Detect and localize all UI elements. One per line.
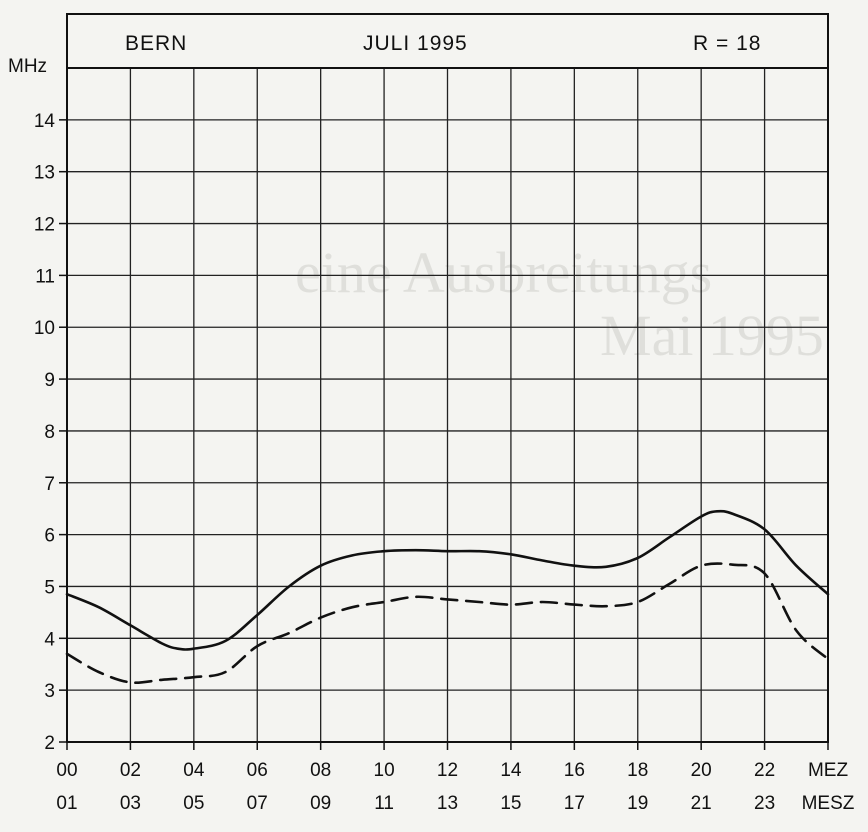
sunspot-number: R = 18 xyxy=(693,32,761,55)
x-tick-label-mez: 14 xyxy=(500,760,522,781)
header-box xyxy=(66,13,829,69)
y-tick-label: 7 xyxy=(44,474,55,495)
x-tick-label-mesz: 21 xyxy=(691,793,712,814)
x-tick-label-mez: 20 xyxy=(691,760,712,781)
x-tick-label-mez: 18 xyxy=(627,760,648,781)
x-tick-label-mez: 12 xyxy=(437,760,458,781)
x-tick-label-mesz: 01 xyxy=(56,793,77,814)
x-tick-label-mesz: 05 xyxy=(183,793,204,814)
y-tick-label: 11 xyxy=(35,266,55,287)
x-axis-ticks: 00 01 02 03 04 05 06 07 08 09 10 11 12 13 14 15 16 17 18 19… xyxy=(56,742,855,814)
y-tick-label: 9 xyxy=(44,370,55,391)
x-tick-label-mesz: 17 xyxy=(564,793,585,814)
x-tick-label-mez: 10 xyxy=(374,760,395,781)
x-tick-label-mez: MEZ xyxy=(808,760,849,781)
y-tick-label: 14 xyxy=(34,111,56,132)
series-line-dashed xyxy=(65,562,830,684)
x-tick-label-mez: 08 xyxy=(310,760,331,781)
svg-text:eine Ausbreitungs: eine Ausbreitungs xyxy=(295,240,712,305)
x-tick-label-mez: 00 xyxy=(56,760,77,781)
station-name: BERN xyxy=(125,32,187,55)
x-tick-label-mesz: 09 xyxy=(310,793,331,814)
y-axis-ticks: 2 3 4 5 6 7 8 9 10 11 12 13 14 xyxy=(34,111,67,754)
x-tick-label-mesz: 23 xyxy=(754,793,775,814)
x-tick-label-mez: 04 xyxy=(183,760,205,781)
grid xyxy=(67,68,828,742)
x-tick-label-mesz: MESZ xyxy=(802,793,855,814)
x-tick-label-mesz: 11 xyxy=(374,793,394,814)
y-tick-label: 3 xyxy=(44,681,55,702)
x-tick-label-mez: 16 xyxy=(564,760,585,781)
x-tick-label-mez: 06 xyxy=(247,760,268,781)
y-tick-label: 13 xyxy=(34,163,55,184)
x-tick-label-mesz: 15 xyxy=(500,793,521,814)
background-print: eine Ausbreitungs Mai 1995 xyxy=(295,240,824,368)
series-layer xyxy=(65,509,830,684)
plot-frame xyxy=(66,67,829,743)
x-tick-label-mesz: 19 xyxy=(627,793,648,814)
x-tick-label-mesz: 07 xyxy=(247,793,268,814)
x-tick-label-mesz: 03 xyxy=(120,793,141,814)
x-tick-label-mesz: 13 xyxy=(437,793,458,814)
y-tick-label: 5 xyxy=(44,577,55,598)
x-tick-label-mez: 02 xyxy=(120,760,141,781)
y-tick-label: 8 xyxy=(44,422,55,443)
y-axis-title: MHz xyxy=(8,56,47,77)
y-tick-label: 4 xyxy=(44,629,55,650)
y-tick-label: 6 xyxy=(44,526,55,547)
y-tick-label: 2 xyxy=(44,733,55,754)
svg-text:Mai 1995: Mai 1995 xyxy=(600,303,824,368)
period-label: JULI 1995 xyxy=(363,32,468,55)
x-tick-label-mez: 22 xyxy=(754,760,775,781)
y-tick-label: 10 xyxy=(34,318,55,339)
series-line-solid xyxy=(65,509,830,651)
y-tick-label: 12 xyxy=(34,215,55,236)
